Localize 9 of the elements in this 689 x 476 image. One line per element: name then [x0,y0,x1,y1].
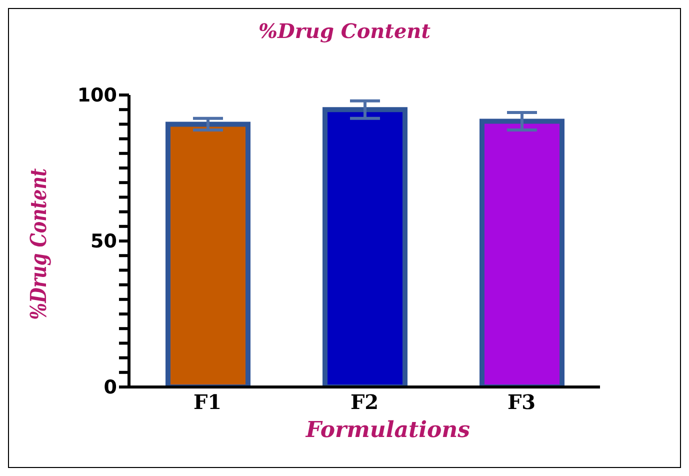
x-axis-title: Formulations [304,417,472,443]
y-tick-label: 0 [104,376,117,399]
y-tick-label: 100 [77,84,117,107]
x-tick-label: F2 [350,390,379,414]
x-tick-label: F1 [193,390,222,414]
chart-title: %Drug Content [258,19,432,43]
x-tick-label: F3 [507,390,536,414]
y-tick-label: 50 [90,230,117,253]
y-axis-title: %Drug Content [26,168,52,320]
